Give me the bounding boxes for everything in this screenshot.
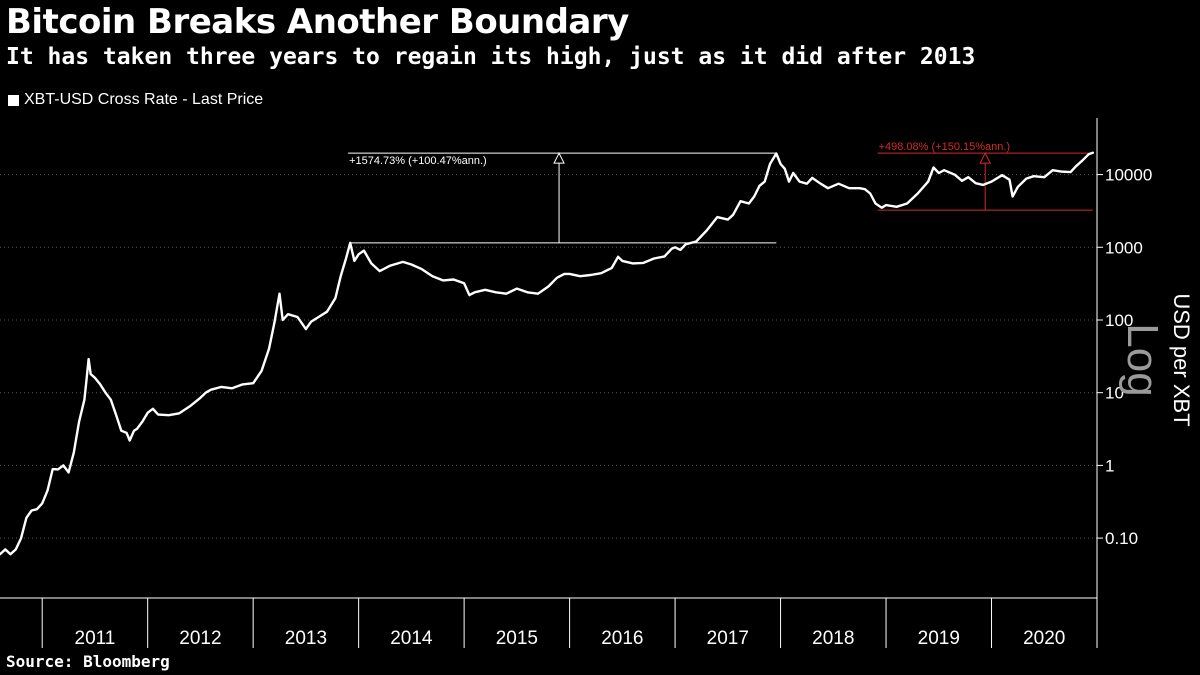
x-tick-label: 2013 (285, 628, 327, 649)
y-tick-label: 10 (1105, 384, 1124, 403)
x-tick-label: 2017 (707, 628, 749, 649)
annotation-label: +498.08% (+150.15%ann.) (879, 141, 1011, 153)
y-tick-label: 10000 (1105, 166, 1152, 185)
x-tick-label: 2018 (812, 628, 854, 649)
x-tick-label: 2015 (496, 628, 538, 649)
y-tick-label: 0.10 (1105, 529, 1138, 548)
x-tick-label: 2012 (179, 628, 221, 649)
annotation-arrow-head (979, 152, 991, 164)
x-tick-label: 2020 (1023, 628, 1065, 649)
y-tick-label: 1 (1105, 456, 1114, 475)
series-line (0, 151, 1094, 556)
annotation-arrow-head (553, 152, 565, 164)
source-note: Source: Bloomberg (6, 652, 170, 671)
legend-swatch (8, 94, 19, 106)
legend: XBT-USD Cross Rate - Last Price (8, 91, 263, 109)
chart-title: Bitcoin Breaks Another Boundary (6, 2, 629, 42)
y-axis-title: USD per XBT (1169, 293, 1194, 426)
x-tick-label: 2014 (390, 628, 433, 649)
x-tick-label: 2011 (75, 628, 116, 649)
x-tick-label: 2016 (601, 628, 643, 649)
log-scale-watermark: Log (1118, 323, 1167, 396)
y-tick-label: 1000 (1105, 238, 1143, 257)
legend-label: XBT-USD Cross Rate - Last Price (24, 91, 264, 108)
y-tick-label: 100 (1105, 311, 1133, 330)
chart-subtitle: It has taken three years to regain its h… (6, 44, 976, 70)
annotation-label: +1574.73% (+100.47%ann.) (349, 155, 487, 167)
x-tick-label: 2019 (918, 628, 960, 649)
